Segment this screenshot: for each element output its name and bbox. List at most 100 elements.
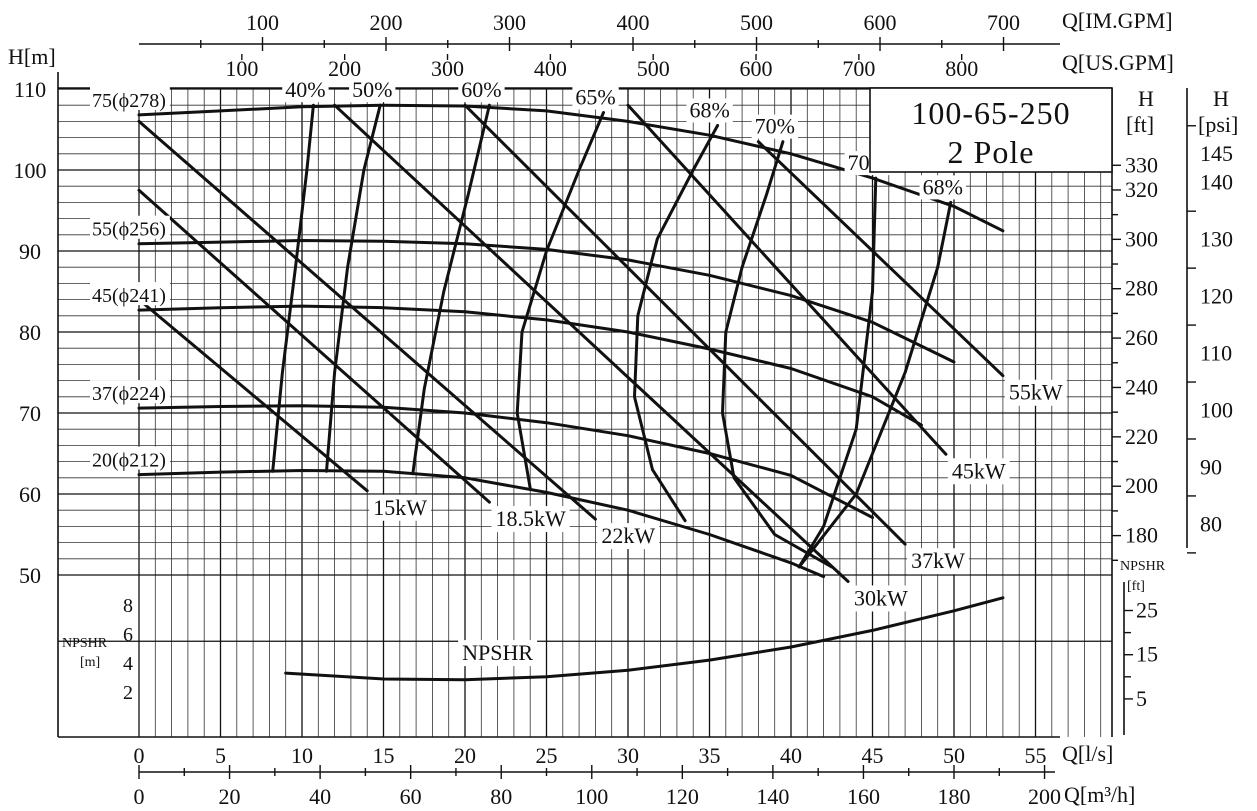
q-ls-tick-label: 40	[780, 743, 802, 768]
q-m3h-tick-label: 20	[219, 784, 241, 809]
us-gpm-tick-label: 700	[842, 56, 875, 81]
power-line	[626, 103, 948, 456]
q-ls-tick-label: 20	[454, 743, 476, 768]
q-m3h-tick-label: 180	[938, 784, 971, 809]
head-psi-tick-label: 145	[1200, 141, 1233, 166]
label-background	[369, 494, 431, 521]
power-line	[756, 140, 1005, 378]
npshr-m-tick-label: 4	[123, 653, 133, 675]
im-gpm-tick-label: 700	[987, 10, 1020, 35]
head-curve-label: 45(ϕ241)	[92, 285, 166, 307]
head-psi-tick-label: 100	[1200, 398, 1233, 423]
head-m-tick-label: 60	[19, 482, 41, 507]
efficiency-curve-label: 68%	[689, 97, 729, 122]
q-m3h-tick-label: 200	[1028, 784, 1061, 809]
q-ls-tick-label: 45	[862, 743, 884, 768]
efficiency-curve-label: 70%	[755, 114, 795, 139]
label-background	[907, 548, 969, 575]
us-gpm-tick-label: 200	[328, 56, 361, 81]
efficiency-curve	[515, 111, 605, 490]
head-ft-tick-label: 280	[1125, 276, 1158, 301]
head-ft-axis-label: H	[1138, 86, 1154, 111]
power-line	[333, 103, 850, 583]
head-ft-tick-label: 240	[1125, 374, 1158, 399]
us-gpm-tick-label: 400	[534, 56, 567, 81]
label-background	[349, 78, 396, 103]
power-line	[463, 103, 907, 546]
power-line-label: 55kW	[1009, 380, 1063, 405]
head-m-tick-label: 80	[19, 320, 41, 345]
npshr-ft-tick-label: 25	[1136, 598, 1158, 623]
head-m-tick-label: 70	[19, 401, 41, 426]
q-m3h-tick-label: 120	[666, 784, 699, 809]
npshr-ft-axis-unit: [ft]	[1127, 579, 1145, 594]
q-m3h-tick-label: 60	[400, 784, 422, 809]
model-title: 100-65-250	[911, 95, 1070, 131]
efficiency-curve	[325, 103, 382, 473]
us-gpm-tick-label: 600	[740, 56, 773, 81]
model-subtitle: 2 Pole	[948, 134, 1035, 170]
label-background	[947, 458, 1010, 485]
head-psi-tick-label: 130	[1200, 227, 1233, 252]
q-ls-tick-label: 10	[291, 743, 313, 768]
us-gpm-tick-label: 800	[945, 56, 978, 81]
q-m3h-tick-label: 0	[134, 784, 145, 809]
chart-axes: 100 200 300 400 500 600 700 Q[IM.GPM]100 200 300 4…	[8, 8, 1238, 809]
head-ft-tick-label: 180	[1125, 523, 1158, 548]
im-gpm-axis-label: Q[IM.GPM]	[1062, 8, 1173, 33]
head-ft-tick-label: 200	[1125, 473, 1158, 498]
head-m-axis-label: H[m]	[8, 44, 56, 69]
q-ls-tick-label: 50	[943, 743, 965, 768]
npshr-ft-tick-label: 15	[1136, 642, 1158, 667]
efficiency-curve-label: 65%	[575, 84, 615, 109]
npshr-m-tick-label: 8	[123, 595, 133, 617]
power-line-label: 15kW	[373, 495, 427, 520]
head-curve	[137, 103, 1005, 233]
power-line-label: 22kW	[601, 523, 655, 548]
model-title-frame	[869, 87, 1113, 173]
efficiency-curve	[271, 103, 315, 473]
power-line-label: 37kW	[911, 548, 965, 573]
label-background	[282, 78, 329, 103]
chart-curves	[137, 103, 1005, 682]
q-ls-tick-label: 0	[134, 743, 145, 768]
chart-labels: 75(ϕ278) 55(ϕ256) 45(ϕ241) 37(ϕ224) 20(ϕ212)…	[90, 77, 1067, 667]
head-psi-tick-label: 90	[1200, 454, 1222, 479]
head-curve-label: 75(ϕ278)	[92, 90, 166, 112]
im-gpm-tick-label: 400	[617, 10, 650, 35]
head-ft-tick-label: 220	[1125, 424, 1158, 449]
efficiency-curve-label: 68%	[923, 174, 963, 199]
im-gpm-tick-label: 600	[864, 10, 897, 35]
q-ls-tick-label: 30	[617, 743, 639, 768]
head-curve-label: 20(ϕ212)	[92, 450, 166, 472]
label-background	[90, 282, 170, 306]
label-background	[90, 215, 170, 239]
npshr-ft-axis-label: NPSHR	[1120, 559, 1166, 574]
efficiency-curve	[721, 140, 834, 569]
head-ft-tick-label: 300	[1125, 226, 1158, 251]
power-line	[137, 119, 597, 521]
q-m3h-tick-label: 140	[756, 784, 789, 809]
chart-grid	[58, 88, 1112, 737]
label-background	[686, 98, 733, 123]
power-line-label: 30kW	[854, 585, 908, 610]
label-background	[850, 585, 912, 612]
head-ft-tick-label: 320	[1125, 177, 1158, 202]
q-ls-tick-label: 5	[215, 743, 226, 768]
efficiency-curve	[411, 103, 491, 476]
efficiency-curve	[797, 200, 953, 569]
us-gpm-tick-label: 500	[637, 56, 670, 81]
power-line-label: 18.5kW	[495, 506, 566, 531]
npshr-m-axis-unit: [m]	[80, 655, 100, 670]
power-line	[137, 188, 491, 504]
im-gpm-tick-label: 200	[370, 10, 403, 35]
head-ft-tick-label: 330	[1125, 152, 1158, 177]
npshr-curve-label: NPSHR	[462, 640, 533, 665]
im-gpm-tick-label: 500	[740, 10, 773, 35]
head-m-tick-label: 100	[14, 158, 47, 183]
power-line	[137, 298, 369, 493]
label-background	[572, 85, 619, 110]
head-curve	[137, 404, 874, 519]
